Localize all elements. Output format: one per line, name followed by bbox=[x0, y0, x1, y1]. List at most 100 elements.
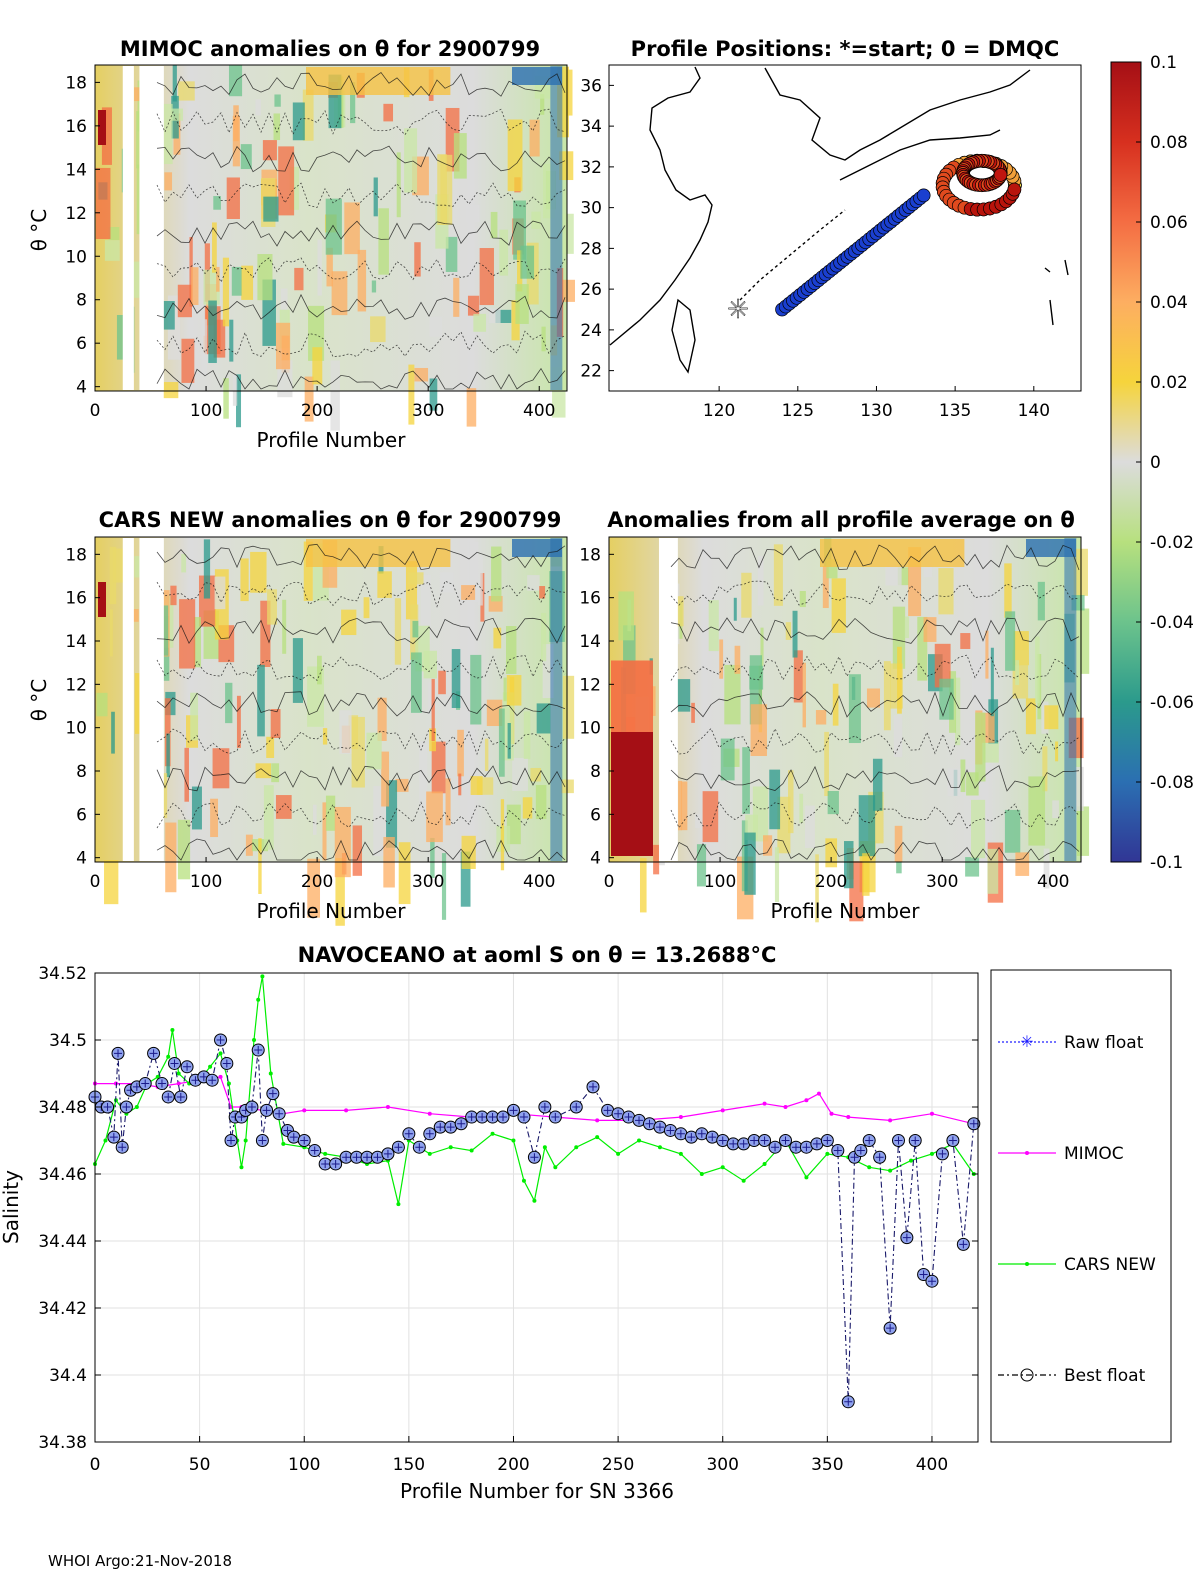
mimoc-xlabel: Profile Number bbox=[257, 428, 407, 452]
y-tick-label: 14 bbox=[65, 632, 87, 652]
heatmap-cell bbox=[527, 575, 540, 591]
heatmap-cell bbox=[414, 242, 421, 277]
mimoc-ticks: 0 100 200 300 400 4 6 8 10 12 14 16 18 bbox=[65, 73, 555, 421]
legend-label-best: Best float bbox=[1064, 1366, 1146, 1386]
heatmap-cell bbox=[460, 851, 471, 907]
heatmap-cell bbox=[381, 751, 390, 807]
y-tick-label: 4 bbox=[76, 849, 87, 869]
raw-float-star bbox=[603, 1106, 612, 1115]
y-tick-label: 18 bbox=[65, 73, 87, 93]
heatmap-cell bbox=[366, 732, 382, 770]
heatmap-cell bbox=[491, 546, 502, 602]
y-tick-label: 6 bbox=[76, 334, 87, 354]
raw-float-star bbox=[875, 1153, 884, 1162]
raw-float-star bbox=[331, 1159, 340, 1168]
heatmap-cell bbox=[466, 388, 477, 427]
heatmap-cell bbox=[1004, 563, 1012, 618]
heatmap-cell bbox=[266, 736, 275, 758]
heatmap-cell bbox=[222, 257, 230, 327]
heatmap-cell bbox=[445, 778, 451, 826]
heatmap-cell bbox=[258, 838, 262, 894]
raw-float-star bbox=[191, 1076, 200, 1085]
y-tick-label: 18 bbox=[579, 545, 601, 565]
heatmap-cell bbox=[304, 376, 314, 422]
heatmap-cell bbox=[190, 692, 199, 741]
y-tick-label: 36 bbox=[580, 76, 602, 96]
x-tick-label: 400 bbox=[1037, 872, 1069, 892]
heatmap-cell bbox=[1004, 809, 1021, 853]
heatmap-cell bbox=[678, 780, 683, 831]
heatmap-cell bbox=[394, 598, 402, 665]
raw-float-star bbox=[624, 1113, 633, 1122]
contour-line bbox=[156, 145, 566, 173]
heatmap-cell bbox=[517, 250, 523, 292]
heatmap-cell bbox=[306, 67, 451, 95]
positions-title: Profile Positions: *=start; 0 = DMQC bbox=[631, 37, 1060, 61]
heatmap-cell bbox=[257, 664, 265, 737]
heatmap-cell bbox=[439, 572, 454, 593]
heatmap-cell bbox=[395, 778, 409, 792]
heatmap-cell bbox=[232, 115, 240, 167]
heatmap-cell bbox=[317, 655, 322, 685]
heatmap-cell bbox=[512, 757, 528, 791]
y-tick-label: 30 bbox=[580, 199, 602, 219]
raw-float-star bbox=[383, 1149, 392, 1158]
x-tick-label: 100 bbox=[190, 872, 222, 892]
heatmap-cell bbox=[98, 582, 106, 617]
y-tick-label: 18 bbox=[65, 545, 87, 565]
heatmap-cell bbox=[1015, 852, 1030, 876]
series-point bbox=[909, 1158, 914, 1163]
cars-contours bbox=[156, 543, 566, 861]
y-tick-label: 6 bbox=[590, 805, 601, 825]
series-point bbox=[218, 1074, 223, 1079]
cars-xlabel: Profile Number bbox=[257, 899, 407, 923]
raw-float-star bbox=[478, 1113, 487, 1122]
series-point bbox=[448, 1145, 453, 1150]
raw-float-star bbox=[227, 1136, 236, 1145]
heatmap-cell bbox=[98, 110, 106, 145]
contour-line bbox=[156, 765, 566, 792]
heatmap-cell bbox=[960, 759, 966, 793]
heatmap-cell bbox=[983, 741, 999, 763]
y-tick-label: 34.52 bbox=[38, 964, 87, 984]
heatmap-cell bbox=[805, 805, 815, 849]
heatmap-cell bbox=[420, 574, 431, 645]
heatmap-cell bbox=[96, 692, 108, 717]
heatmap-cell bbox=[719, 639, 724, 679]
series-point bbox=[469, 1148, 474, 1153]
heatmap-cell bbox=[541, 326, 546, 352]
raw-float-star bbox=[254, 1046, 263, 1055]
heatmap-cell bbox=[741, 572, 752, 618]
heatmap-cell bbox=[894, 825, 903, 863]
heatmap-cell bbox=[827, 791, 839, 815]
raw-float-star bbox=[222, 1059, 231, 1068]
series-point bbox=[783, 1105, 788, 1109]
raw-float-star bbox=[833, 1146, 842, 1155]
contour-line bbox=[156, 801, 566, 829]
heatmap-cell bbox=[702, 791, 719, 843]
heatmap-cell bbox=[820, 539, 965, 567]
contour-line bbox=[670, 544, 1080, 571]
heatmap-cell bbox=[282, 599, 287, 654]
salinity-plot-area bbox=[95, 973, 978, 1442]
heatmap-cell bbox=[750, 704, 767, 757]
heatmap-cell bbox=[163, 605, 169, 656]
series-point bbox=[166, 1054, 171, 1059]
avg-xlabel: Profile Number bbox=[771, 899, 921, 923]
heatmap-cell bbox=[325, 795, 336, 831]
raw-float-star bbox=[687, 1133, 696, 1142]
heatmap-cell bbox=[883, 661, 891, 731]
avg-heatmap-blobs bbox=[611, 538, 1090, 923]
heatmap-cell bbox=[708, 600, 719, 652]
heatmap-cell bbox=[970, 620, 980, 650]
heatmap-cell bbox=[1052, 800, 1059, 819]
heatmap-cell bbox=[788, 770, 794, 834]
series-point bbox=[574, 1145, 579, 1150]
heatmap-cell bbox=[506, 675, 522, 706]
heatmap-cell bbox=[470, 654, 482, 725]
series-point bbox=[532, 1198, 537, 1203]
y-tick-label: 4 bbox=[76, 378, 87, 398]
y-tick-label: 10 bbox=[579, 719, 601, 739]
raw-float-star bbox=[149, 1049, 158, 1058]
avg-axes-box bbox=[608, 536, 1082, 863]
